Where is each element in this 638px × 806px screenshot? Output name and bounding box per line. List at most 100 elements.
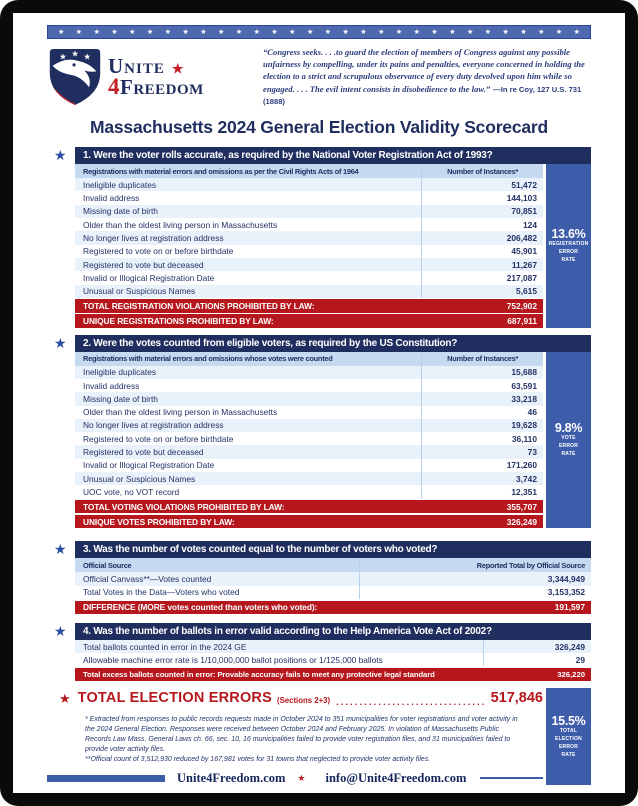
table-row: Missing date of birth 33,218 [75,392,543,406]
svg-text:★: ★ [83,51,91,61]
row-value: 3,344,949 [358,572,591,586]
error-rate-box: 9.8% VOTE ERROR RATE [546,351,591,529]
row-label: Missing date of birth [83,206,158,217]
row-value: 12,351 [421,485,543,499]
table-row: Registered to vote on or before birthdat… [75,432,543,446]
star-icon: ★ [182,28,189,36]
star-icon: ★ [164,28,171,36]
row-label: Missing date of birth [83,393,158,404]
error-rate-caption-line: RATE [561,450,576,457]
star-icon: ★ [484,28,492,36]
footnote-1: * Extracted from responses to public rec… [85,716,518,753]
total-row-value: 326,220 [557,670,585,680]
data-table: Official Source Reported Total by Officia… [75,558,591,614]
star-icon: ★ [573,28,580,36]
star-icon: ★ [146,28,154,36]
row-value: 33,218 [421,392,543,406]
table-row: Ineligible duplicates 15,688 [75,365,543,379]
table-header-row: Registrations with material errors and o… [75,164,543,179]
total-errors-note: (Sections 2+3) [276,695,331,705]
row-label: Registered to vote on or before birthdat… [83,246,234,257]
row-label: Ineligible duplicates [83,367,157,378]
total-error-rate-box: 15.5% TOTAL ELECTION ERROR RATE [546,688,591,786]
row-label: Invalid or Illogical Registration Date [83,272,215,283]
table-row: Registered to vote on or before birthdat… [75,244,543,258]
star-icon: ★ [58,28,65,36]
error-rate-caption-line: ELECTION [555,736,582,743]
logo-digit-4: 4 [108,74,120,100]
total-row: TOTAL VOTING VIOLATIONS PROHIBITED BY LA… [75,500,543,514]
sections-container: ★ 1. Were the voter rolls accurate, as re… [54,147,591,682]
column-header: Number of Instances* [421,351,543,366]
star-icon: ★ [54,334,67,351]
star-icon: ★ [59,690,71,706]
website-link[interactable]: Unite4Freedom.com [177,770,286,785]
summary-block: ★ TOTAL ELECTION ERRORS (Sections 2+3) .… [47,688,591,786]
row-label: Older than the oldest living person in M… [83,219,278,230]
column-header: Registrations with material errors and o… [83,166,359,176]
svg-text:★: ★ [71,49,79,59]
unite4freedom-logo: ★ ★ ★ Unite ★ 4Freedom [47,47,249,107]
footer-bar: Unite4Freedom.com ★ info@Unite4Freedom.c… [47,771,543,785]
row-value: 3,742 [421,472,543,486]
total-errors-value: 517,846 [490,690,543,707]
row-label: Total ballots counted in error in the 20… [83,641,247,652]
row-value: 46 [421,405,543,419]
total-row-label: TOTAL VOTING VIOLATIONS PROHIBITED BY LA… [83,501,285,512]
star-icon: ★ [171,60,185,76]
quote-attribution: —In re Coy, 127 U.S. 731 (1888) [263,84,582,107]
error-rate-caption-line: RATE [561,256,576,263]
star-icon: ★ [342,28,349,36]
row-label: No longer lives at registration address [83,233,224,243]
error-rate-caption-line: VOTE [561,435,576,442]
table-row: UOC vote, no VOT record 12,351 [75,485,543,499]
section-question: 2. Were the votes counted from eligible … [75,334,591,352]
total-row-label: Total excess ballots counted in error: P… [83,670,435,680]
row-label: Official Canvass**—Votes counted [83,574,212,585]
star-icon: ★ [502,28,509,36]
data-table: Registrations with material errors and o… [75,164,543,328]
section-body: Registrations with material errors and o… [75,351,591,529]
data-table: Registrations with material errors and o… [75,351,543,529]
table-row: Invalid or Illogical Registration Date 21… [75,271,543,285]
table-row: Total ballots counted in error in the 20… [75,639,591,654]
star-icon: ★ [360,28,367,36]
row-label: UOC vote, no VOT record [83,486,180,497]
star-icon: ★ [306,28,314,36]
star-icon: ★ [538,28,545,36]
table-row: Missing date of birth 70,851 [75,204,543,219]
star-icon: ★ [378,28,385,36]
star-icon: ★ [218,28,225,36]
star-icon: ★ [297,772,306,783]
table-row: Total Votes in the Data—Voters who voted… [75,585,591,599]
logo-line-freedom: 4Freedom [108,74,204,100]
table-row: Unusual or Suspicious Names 3,742 [75,472,543,486]
total-row: DIFFERENCE (MORE votes counted than vote… [75,600,591,614]
star-icon: ★ [449,28,456,36]
error-rate-value: 13.6% [551,227,586,242]
row-value: 3,153,352 [358,585,591,599]
row-value: 45,901 [421,244,543,258]
row-label: Unusual or Suspicious Names [83,473,196,484]
section-3: ★ 3. Was the number of votes counted equa… [54,541,591,614]
row-label: Allowable machine error rate is 1/10,000… [83,654,383,665]
email-link[interactable]: info@Unite4Freedom.com [325,770,467,785]
total-errors-label: TOTAL ELECTION ERRORS [77,690,272,707]
total-row-label: UNIQUE REGISTRATIONS PROHIBITED BY LAW: [83,315,274,326]
total-row: Total excess ballots counted in error: P… [75,668,591,682]
row-value: 15,688 [421,365,543,379]
section-body: Registrations with material errors and o… [75,164,591,328]
row-value: 70,851 [421,204,543,219]
error-rate-caption-line: RATE [561,751,576,758]
table-row: No longer lives at registration address 2… [75,231,543,245]
total-row: UNIQUE REGISTRATIONS PROHIBITED BY LAW: 6… [75,314,543,328]
table-row: Allowable machine error rate is 1/10,000… [75,653,591,667]
table-header-row: Registrations with material errors and o… [75,351,543,366]
logo-word-freedom: Freedom [120,75,204,100]
table-row: Invalid address 144,103 [75,191,543,205]
error-rate-box: 13.6% REGISTRATION ERROR RATE [546,164,591,328]
row-label: Unusual or Suspicious Names [83,286,196,297]
star-icon: ★ [111,28,118,36]
table-row: No longer lives at registration address 1… [75,418,543,433]
error-rate-caption-line: ERROR [558,249,579,256]
